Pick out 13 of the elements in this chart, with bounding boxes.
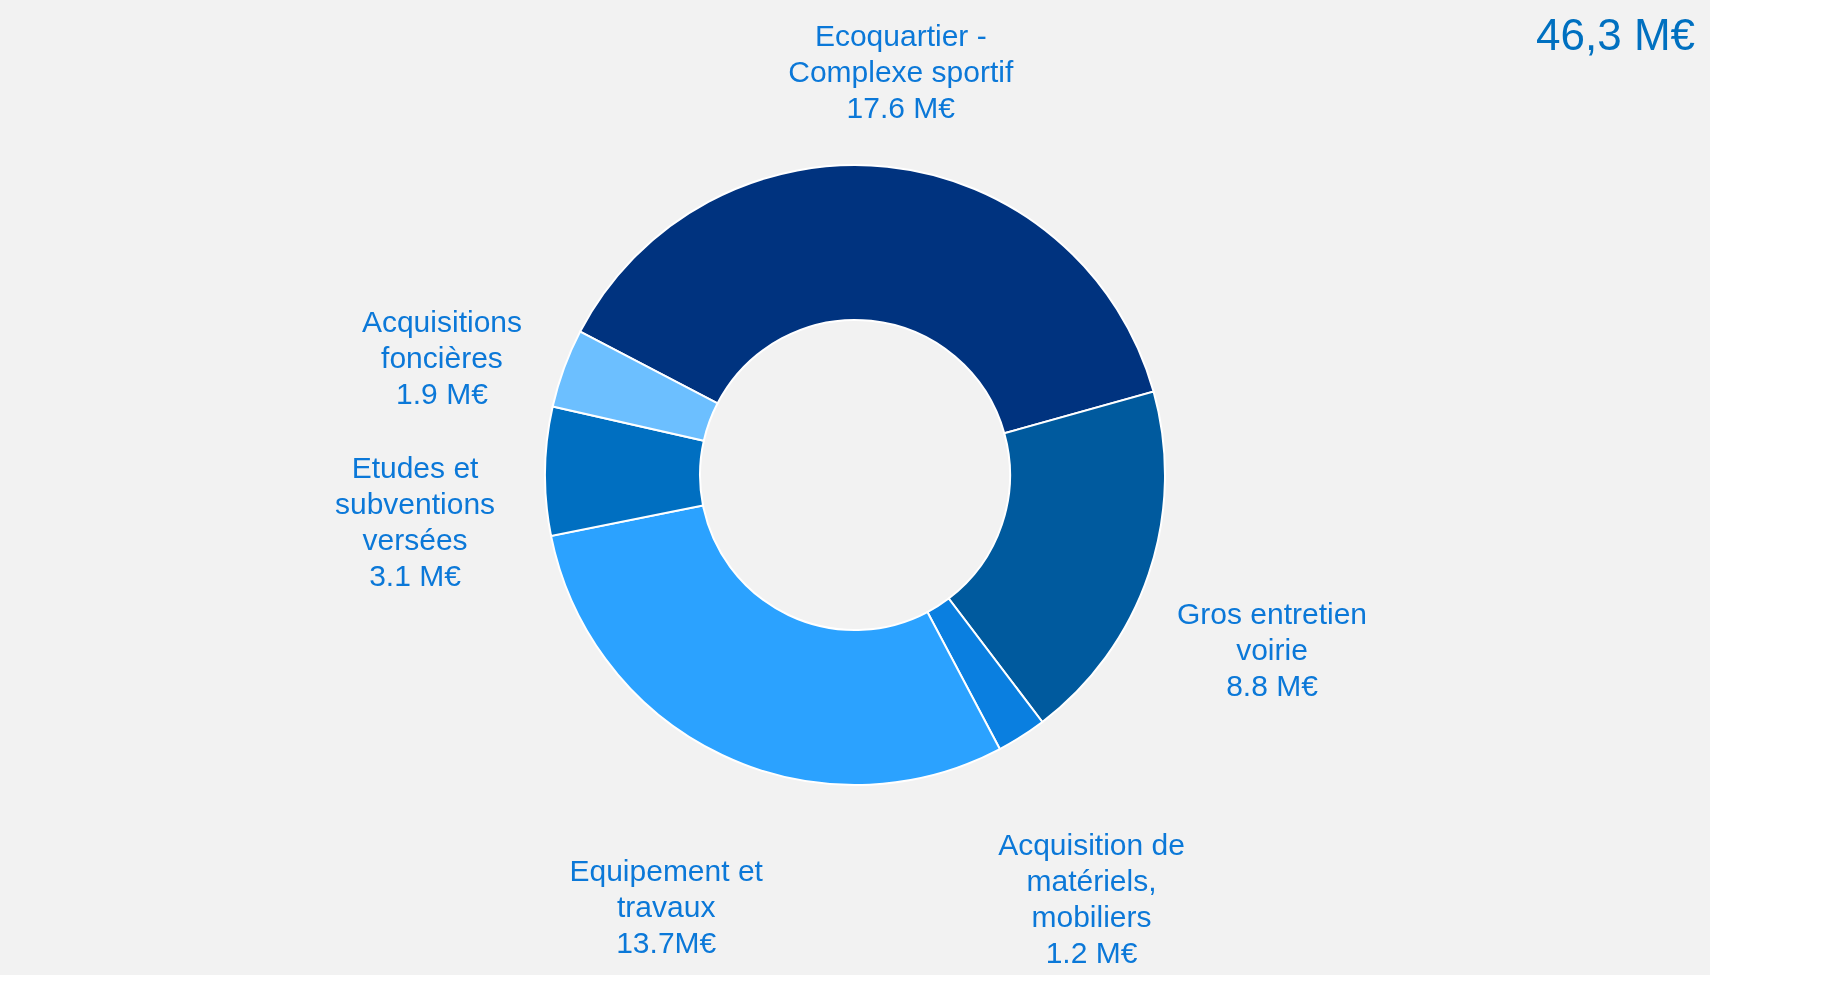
slice-label: Ecoquartier - Complexe sportif [788, 19, 1014, 89]
slice-label: Acquisition de matériels, mobiliers [998, 828, 1185, 934]
slice-label: Equipement et travaux [569, 854, 764, 924]
data-label: 17.6 M€ [846, 91, 956, 125]
text: 46,3 M€ [1536, 10, 1695, 59]
slice-label: Etudes et subventions versées [334, 451, 496, 557]
slice-label: Acquisitions foncières [361, 305, 522, 375]
slice-label: Gros entretien voirie [1176, 597, 1368, 667]
data-label: 8.8 M€ [1226, 669, 1319, 703]
data-label: 3.1 M€ [369, 559, 462, 593]
data-label: 13.7M€ [616, 926, 717, 960]
data-label: 1.2 M€ [1045, 936, 1138, 970]
data-label: 1.9 M€ [396, 377, 489, 411]
